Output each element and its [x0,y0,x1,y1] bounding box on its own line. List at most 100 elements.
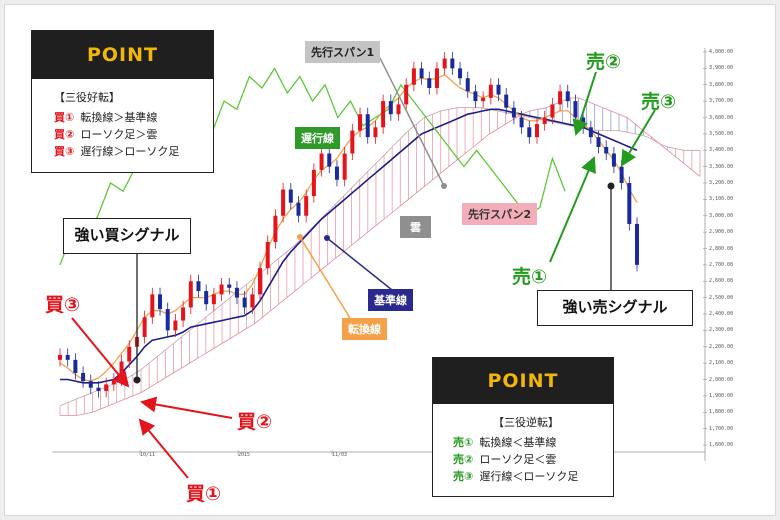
candle-body [458,68,463,79]
y-tick-label: 2,400.00 [709,311,734,317]
strong-sell-callout: 強い売シグナル [537,290,693,326]
senkou1-leader [379,57,445,187]
candle-body [319,153,324,170]
kijun-dot [324,235,330,241]
candle-body [304,196,309,216]
strong-buy-dot [133,376,141,384]
candle-body [296,202,301,216]
y-tick-label: 3,600.00 [709,114,734,121]
candle-body [519,117,524,128]
y-tick-label: 3,200.00 [709,180,734,186]
y-tick-label: 4,000.00 [709,49,734,55]
point-buy-text: ローソク足＞雲 [80,128,158,141]
y-tick-label: 3,800.00 [709,81,734,88]
candle-body [173,320,178,331]
candle-body [396,104,401,115]
candle-body [311,169,316,197]
candle-body [88,381,93,388]
point-buy-item: 買① 転換線＞基準線 [54,109,213,126]
candle-body [527,127,532,138]
buy2-arrow [140,396,233,419]
point-sell-box: POINT 【三役逆転】 売① 転換線＜基準線 売② ローソク足＜雲 売③ 遅行線＜ロ… [432,357,614,497]
tenkan-line [59,74,638,382]
candle-body [565,91,570,102]
y-tick-label: 3,900.00 [709,65,734,72]
candle-body [511,107,516,118]
candle-body [488,84,493,98]
strong-sell-dot [607,182,615,190]
point-buy-title: POINT [32,31,213,79]
buy1-arrow [138,418,189,479]
kijun-leader [326,237,393,291]
kijun-label: 基準線 [368,289,413,311]
candle-body [450,58,455,69]
point-buy-item: 買② ローソク足＞雲 [54,126,213,143]
senkou1-dot [441,183,447,189]
y-tick-label: 1,700.00 [709,425,734,432]
candle-body [558,91,563,105]
candle-body [242,297,247,308]
tenkan-dot [297,234,303,240]
y-tick-label: 3,000.00 [709,212,734,219]
candle-body [181,307,186,321]
point-sell-item: 売① 転換線＜基準線 [453,434,613,451]
senkou2-label: 先行スパン2 [462,203,538,225]
candle-body [481,97,486,102]
candle-body [604,146,609,154]
sell1-arrow [549,156,596,263]
point-sell-num: 売③ [453,470,474,483]
candle-body [611,153,616,167]
y-tick-label: 2,300.00 [709,327,734,334]
buy1-label: 買① [186,483,222,505]
candle-body [127,346,132,362]
candle-body [81,372,86,382]
candle-body [96,387,101,391]
candle-body [434,68,439,89]
candles [58,52,639,398]
candle-body [204,291,209,305]
candle-body [534,124,539,138]
y-tick-label: 3,700.00 [709,98,734,105]
point-buy-subtitle: 【三役好転】 [54,91,120,104]
y-tick-label: 2,700.00 [709,261,734,268]
candle-body [211,294,216,305]
candle-body [573,101,578,118]
y-tick-label: 3,300.00 [709,163,734,170]
candle-body [635,223,639,265]
y-tick-label: 2,200.00 [709,343,734,350]
strong-buy-callout: 強い買シグナル [63,218,191,254]
candle-body [542,117,547,125]
x-tick-label: 2015 [238,452,251,458]
sell2-label: 売② [586,51,622,73]
candle-body [373,127,378,138]
candle-body [273,215,278,242]
y-tick-label: 3,400.00 [709,147,734,154]
candle-body [104,384,109,391]
y-tick-label: 3,500.00 [709,130,734,137]
buy2-label: 買② [237,411,273,433]
candle-body [188,281,193,308]
candle-body [596,137,601,147]
candle-body [65,354,70,360]
y-tick-label: 2,600.00 [709,278,734,285]
candle-body [588,127,593,138]
y-tick-label: 2,900.00 [709,229,734,236]
candle-body [350,130,355,154]
point-buy-text: 遅行線＞ローソク足 [80,145,180,158]
candle-body [619,166,624,183]
kijun-line [60,108,638,384]
x-tick-label: 10/11 [140,452,156,458]
candle-body [419,68,424,79]
candle-body [342,153,347,180]
candle-body [465,78,470,92]
candle-body [142,317,147,337]
point-sell-subtitle: 【三役逆転】 [493,416,559,429]
chikou-label: 遅行線 [295,127,340,149]
y-tick-label: 2,800.00 [709,245,734,252]
buy3-arrow [71,317,130,388]
candle-body [388,101,393,115]
point-buy-item: 買③ 遅行線＞ローソク足 [54,143,213,160]
sell3-arrow [620,109,656,167]
candle-body [258,268,263,295]
